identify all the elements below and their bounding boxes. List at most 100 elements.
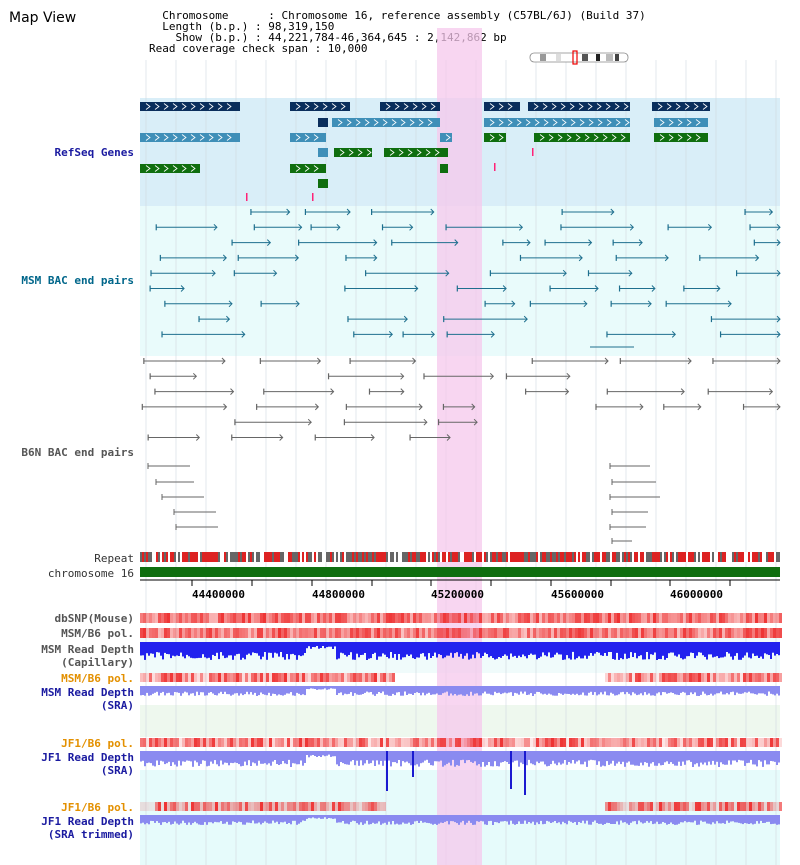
msm-sra-depth-bar <box>530 686 532 694</box>
msm-bac-pair-end <box>562 269 567 277</box>
dbsnp-heat-cell <box>296 613 299 623</box>
jf1-trim-depth-bar <box>700 815 702 821</box>
msm-cap-depth-bar <box>586 642 588 659</box>
track-label-jf1-depth-trim[interactable]: JF1 Read Depth <box>41 815 134 828</box>
msm-sra-depth-bar <box>628 686 630 694</box>
gene-strand-arrow <box>425 149 431 156</box>
msm-pol-heat-cell <box>140 628 143 638</box>
jf1-sra-depth-bar <box>254 751 256 764</box>
track-label-dbsnp[interactable]: dbSNP(Mouse) <box>54 612 134 625</box>
dbsnp-heat-cell <box>767 613 770 623</box>
jf1-pol-heat-cell <box>689 738 692 747</box>
dbsnp-heat-cell <box>497 613 500 623</box>
track-label-b6n-bac[interactable]: B6N BAC end pairs <box>21 446 134 459</box>
jf1-sra-depth-bar <box>738 751 740 760</box>
gene-strand-arrow <box>695 134 701 141</box>
gene-strand-arrow <box>412 103 418 110</box>
jf1-sra-depth-bar <box>748 751 750 763</box>
jf1-trim-depth-bar <box>238 815 240 822</box>
msm-pol-heat-cell <box>443 628 446 638</box>
jf1-pol-heat-cell <box>419 738 422 747</box>
jf1-pol-heat-cell <box>374 738 377 747</box>
msm-sra-depth-bar <box>648 686 650 694</box>
gene-marker <box>246 193 248 201</box>
track-label-jf1-depth-sra[interactable]: JF1 Read Depth <box>41 751 134 764</box>
repeat-element <box>726 552 728 562</box>
jf1-pol-heat-cell <box>716 738 719 747</box>
jf1-trim-depth-bar <box>160 815 162 825</box>
track-label-jf1-pol-1[interactable]: JF1/B6 pol. <box>61 737 134 750</box>
jf1-sra-depth-bar <box>302 751 304 766</box>
track-label-msm-depth-cap[interactable]: MSM Read Depth <box>41 643 134 656</box>
gene-strand-arrow <box>181 165 187 172</box>
msm-sra-depth-bar <box>614 686 616 696</box>
jf1-trim-depth-bar <box>142 815 144 823</box>
msm-cap-depth-bar <box>430 642 432 658</box>
gene-strand-arrow <box>552 119 558 126</box>
msm-cap-depth-bar <box>562 642 564 660</box>
track-label-repeat[interactable]: Repeat <box>94 552 134 565</box>
msm-sra-depth-bar <box>160 686 162 693</box>
jf1-sra-depth-bar <box>398 751 400 760</box>
jf1-pol2-heat-cell <box>317 802 320 811</box>
msm-pol2-heat-cell <box>269 673 272 682</box>
msm-pol-heat-cell <box>152 628 155 638</box>
jf1-pol2-heat-cell <box>779 802 782 811</box>
msm-sra-depth-bar <box>506 686 508 694</box>
msm-cap-depth-bar <box>670 642 672 653</box>
msm-pol-heat-cell <box>251 628 254 638</box>
msm-sra-depth-bar <box>184 686 186 692</box>
jf1-trim-depth-bar <box>440 815 442 823</box>
track-label-msm-depth-sra[interactable]: MSM Read Depth <box>41 686 134 699</box>
jf1-sra-depth-bar <box>482 751 484 762</box>
msm-cap-depth-bar <box>236 642 238 655</box>
gene-strand-arrow <box>569 103 575 110</box>
jf1-sra-depth-bar <box>758 751 760 761</box>
jf1-pol2-heat-cell <box>638 802 641 811</box>
msm-sra-depth-bar <box>560 686 562 694</box>
jf1-pol-heat-cell <box>704 738 707 747</box>
jf1-sra-depth-bar <box>146 751 148 764</box>
msm-pol-heat-cell <box>218 628 221 638</box>
gene-segment <box>318 179 328 188</box>
dbsnp-heat-cell <box>305 613 308 623</box>
msm-sra-depth-bar <box>576 686 578 694</box>
msm-pol2-heat-cell <box>323 673 326 682</box>
repeat-element <box>364 552 366 562</box>
msm-pol2-heat-cell <box>203 673 206 682</box>
dbsnp-heat-cell <box>416 613 419 623</box>
jf1-sra-depth-bar <box>428 751 430 763</box>
repeat-element <box>522 552 524 562</box>
dbsnp-heat-cell <box>263 613 266 623</box>
msm-bac-pair-end <box>226 315 231 323</box>
jf1-pol2-heat-cell <box>164 802 167 811</box>
ideogram-band <box>615 54 619 61</box>
track-label-msm-pol-2[interactable]: MSM/B6 pol. <box>61 672 134 685</box>
jf1-pol2-heat-cell <box>632 802 635 811</box>
jf1-pol2-heat-cell <box>668 802 671 811</box>
repeat-element <box>508 552 510 562</box>
msm-sra-depth-bar <box>652 686 654 696</box>
msm-cap-depth-bar <box>358 642 360 658</box>
msm-pol2-heat-cell <box>758 673 761 682</box>
dbsnp-heat-cell <box>611 613 614 623</box>
repeat-element <box>570 552 572 562</box>
track-label-msm-pol-1[interactable]: MSM/B6 pol. <box>61 627 134 640</box>
jf1-trim-depth-bar <box>462 815 464 821</box>
track-label-jf1-pol-2[interactable]: JF1/B6 pol. <box>61 801 134 814</box>
msm-cap-depth-bar <box>208 642 210 658</box>
track-label-refseq[interactable]: RefSeq Genes <box>54 146 134 159</box>
track-label-msm-bac[interactable]: MSM BAC end pairs <box>21 274 134 287</box>
msm-cap-depth-bar <box>574 642 576 660</box>
jf1-sra-depth-bar <box>566 751 568 765</box>
msm-sra-depth-bar <box>222 686 224 694</box>
jf1-sra-depth-bar <box>364 751 366 764</box>
repeat-element <box>614 552 616 562</box>
jf1-trim-depth-bar <box>548 815 550 822</box>
jf1-trim-depth-bar <box>472 815 474 825</box>
repeat-element <box>762 552 764 562</box>
dbsnp-heat-cell <box>266 613 269 623</box>
msm-pol-heat-cell <box>185 628 188 638</box>
repeat-element <box>750 552 752 562</box>
